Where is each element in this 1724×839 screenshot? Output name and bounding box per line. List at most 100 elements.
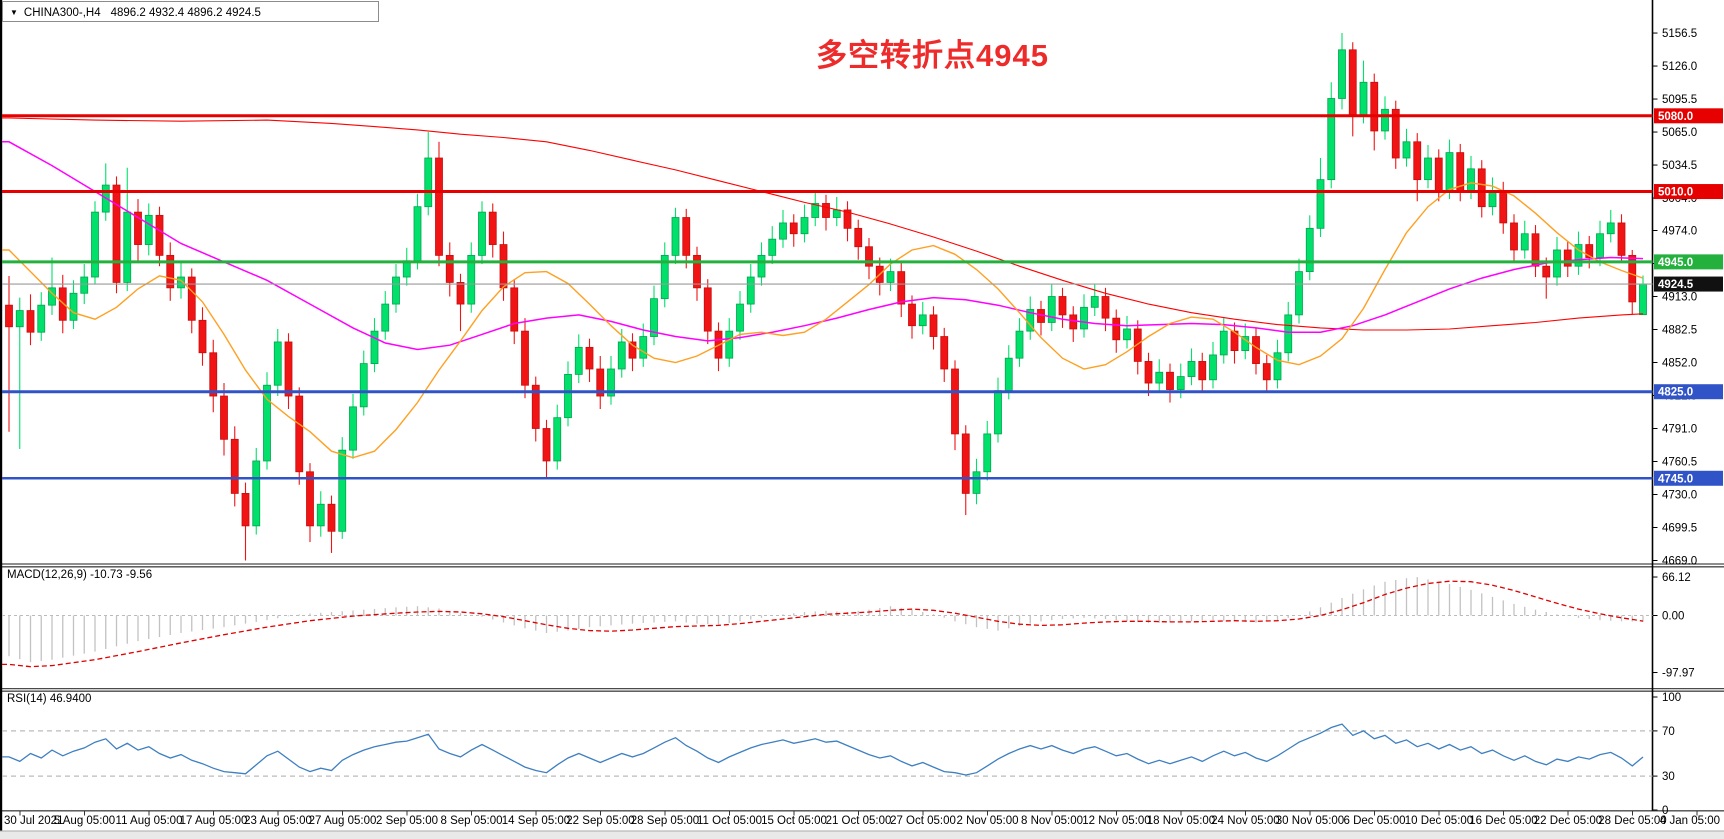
candle <box>134 211 142 245</box>
candle <box>510 287 519 332</box>
candle <box>531 384 540 429</box>
candle <box>1413 141 1422 181</box>
candle <box>1596 233 1604 258</box>
svg-text:4699.5: 4699.5 <box>1662 523 1697 535</box>
candle <box>327 503 336 532</box>
candle <box>1467 168 1475 191</box>
candle <box>617 341 626 370</box>
candle <box>1144 361 1153 384</box>
candle <box>1133 328 1142 362</box>
level-lines[interactable] <box>2 114 1653 480</box>
candle <box>69 292 78 321</box>
candle <box>1628 254 1637 303</box>
svg-text:4669.0: 4669.0 <box>1662 556 1697 568</box>
svg-text:4974.0: 4974.0 <box>1662 226 1697 238</box>
candle <box>746 276 755 305</box>
candle <box>1058 296 1067 316</box>
svg-text:4882.5: 4882.5 <box>1662 325 1697 337</box>
candle <box>1090 296 1099 308</box>
candle <box>1101 296 1110 319</box>
candle <box>1112 317 1121 341</box>
svg-text:4945.0: 4945.0 <box>1658 257 1693 269</box>
candle <box>897 271 906 305</box>
candle <box>230 438 239 494</box>
candle <box>703 287 712 332</box>
svg-text:24 Nov 05:00: 24 Nov 05:00 <box>1211 815 1279 827</box>
candle <box>144 214 153 245</box>
candle <box>1510 222 1518 251</box>
collapse-arrow-icon[interactable]: ▼ <box>10 8 18 17</box>
candle <box>1520 233 1529 251</box>
svg-text:6 Dec 05:00: 6 Dec 05:00 <box>1343 815 1405 827</box>
svg-text:30 Nov 05:00: 30 Nov 05:00 <box>1276 815 1344 827</box>
svg-text:11 Aug 05:00: 11 Aug 05:00 <box>116 815 183 827</box>
symbol-period-label: CHINA300-,H4 <box>23 7 101 19</box>
candle <box>1348 49 1357 116</box>
svg-text:17 Aug 05:00: 17 Aug 05:00 <box>180 815 248 827</box>
candle <box>166 254 175 289</box>
svg-text:18 Nov 05:00: 18 Nov 05:00 <box>1147 815 1215 827</box>
svg-text:5156.5: 5156.5 <box>1662 28 1697 40</box>
candle <box>1295 271 1303 316</box>
svg-text:-97.97: -97.97 <box>1662 668 1695 680</box>
candle <box>660 254 669 300</box>
candle <box>811 203 820 218</box>
candle <box>553 417 562 462</box>
svg-text:100: 100 <box>1662 692 1681 704</box>
ma-orange-line <box>2 182 1644 459</box>
candle <box>1542 265 1551 278</box>
price-axis[interactable]: 5156.55126.05095.55065.05034.55004.04974… <box>1652 28 1698 817</box>
svg-text:5126.0: 5126.0 <box>1662 61 1697 73</box>
svg-text:4745.0: 4745.0 <box>1658 473 1693 485</box>
candle <box>843 209 852 229</box>
candle <box>1047 296 1056 323</box>
candle <box>456 282 465 305</box>
macd-pane <box>2 577 1644 668</box>
candle <box>295 395 304 473</box>
svg-text:22 Dec 05:00: 22 Dec 05:00 <box>1534 815 1602 827</box>
candle <box>306 471 314 527</box>
svg-text:5010.0: 5010.0 <box>1658 187 1693 199</box>
candle <box>284 341 293 397</box>
candle <box>832 209 841 218</box>
candle <box>1284 314 1293 354</box>
candle <box>1424 157 1432 181</box>
candle <box>1445 152 1454 191</box>
candle <box>822 203 830 218</box>
svg-text:27 Oct 05:00: 27 Oct 05:00 <box>890 815 956 827</box>
svg-text:21 Oct 05:00: 21 Oct 05:00 <box>826 815 892 827</box>
candle <box>671 217 680 256</box>
svg-text:4760.5: 4760.5 <box>1662 457 1697 469</box>
candle <box>1252 336 1260 364</box>
candle <box>1327 98 1336 181</box>
candle <box>1553 249 1561 278</box>
candle <box>628 341 637 359</box>
candle <box>1209 354 1217 381</box>
candle <box>435 157 443 256</box>
candle <box>381 303 390 332</box>
candle <box>951 368 959 435</box>
candle <box>1434 157 1443 191</box>
candle <box>220 395 228 440</box>
candle <box>854 227 863 248</box>
candle <box>1069 314 1078 330</box>
candle <box>1585 244 1594 258</box>
candle <box>639 336 648 359</box>
candle <box>886 271 895 283</box>
candle <box>908 303 916 327</box>
symbol-info-box[interactable]: ▼ CHINA300-,H4 4896.2 4932.4 4896.2 4924.5 <box>2 1 379 22</box>
candle <box>682 217 691 256</box>
svg-text:11 Oct 05:00: 11 Oct 05:00 <box>697 815 762 827</box>
candle <box>26 310 35 333</box>
candle <box>1381 108 1389 132</box>
candle <box>972 471 981 494</box>
candle <box>1402 141 1411 159</box>
candle <box>1155 371 1164 384</box>
candle <box>650 298 658 337</box>
candle <box>252 460 261 527</box>
candle <box>499 244 508 289</box>
candle <box>1166 371 1174 390</box>
candle <box>1305 227 1314 273</box>
